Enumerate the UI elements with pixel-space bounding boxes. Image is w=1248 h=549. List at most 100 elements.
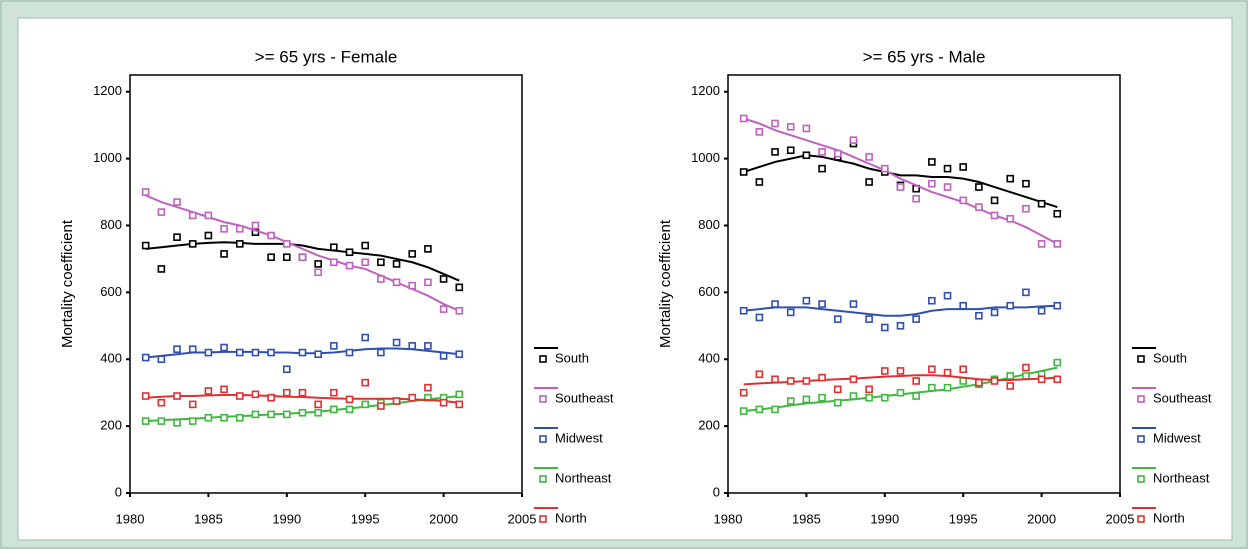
data-point xyxy=(849,136,858,145)
data-point xyxy=(392,338,401,347)
data-point xyxy=(220,225,228,233)
data-point xyxy=(865,315,873,323)
legend-marker xyxy=(539,355,547,363)
y-tick-label: 600 xyxy=(100,284,122,299)
data-point xyxy=(188,345,197,354)
data-point xyxy=(439,398,448,407)
legend-marker xyxy=(1137,395,1145,403)
data-point xyxy=(880,367,889,375)
data-point xyxy=(1053,240,1062,248)
data-point xyxy=(1053,375,1062,384)
data-point xyxy=(361,333,370,342)
x-tick-label: 2000 xyxy=(429,511,458,526)
data-point xyxy=(1022,288,1030,297)
y-tick-label: 800 xyxy=(100,217,122,232)
data-point xyxy=(188,400,197,409)
data-point xyxy=(267,253,275,262)
data-point xyxy=(928,365,936,374)
legend-marker xyxy=(1137,475,1145,483)
y-tick-label: 0 xyxy=(115,484,122,499)
data-point xyxy=(235,240,244,248)
legend-marker xyxy=(1137,515,1145,523)
x-tick-label: 2005 xyxy=(1106,511,1135,526)
data-point xyxy=(1053,358,1062,367)
data-point xyxy=(157,355,166,364)
data-point xyxy=(282,410,291,419)
legend-label: North xyxy=(1153,510,1185,525)
data-point xyxy=(1037,240,1046,248)
data-point xyxy=(959,163,968,171)
data-point xyxy=(849,392,858,400)
data-point xyxy=(141,241,150,250)
y-tick-label: 0 xyxy=(713,484,720,499)
data-point xyxy=(141,417,150,425)
data-point xyxy=(345,395,354,404)
data-point xyxy=(220,385,228,394)
data-point xyxy=(880,393,889,402)
data-point xyxy=(1006,174,1015,183)
data-point xyxy=(802,296,811,305)
data-point xyxy=(943,368,952,377)
x-tick-label: 1980 xyxy=(116,511,145,526)
data-point xyxy=(755,178,764,186)
data-point xyxy=(912,194,920,203)
data-point xyxy=(802,124,811,133)
legend-label: South xyxy=(555,350,589,365)
data-point xyxy=(439,352,448,360)
data-point xyxy=(455,283,464,292)
data-point xyxy=(959,196,968,205)
data-point xyxy=(959,377,968,385)
data-point xyxy=(345,261,354,270)
data-point xyxy=(1006,301,1015,310)
data-point xyxy=(141,392,150,400)
data-point xyxy=(943,183,952,191)
trend-line xyxy=(743,374,1058,386)
y-axis-label: Mortality coefficient xyxy=(657,219,674,348)
legend-label: Northeast xyxy=(1153,470,1210,485)
data-point xyxy=(298,348,307,357)
data-point xyxy=(424,342,432,350)
data-point xyxy=(377,275,385,283)
data-point xyxy=(1022,363,1030,372)
data-point xyxy=(896,367,905,375)
data-point xyxy=(455,390,464,399)
data-point xyxy=(392,278,401,287)
data-point xyxy=(251,390,260,399)
data-point xyxy=(1006,214,1015,223)
legend-marker xyxy=(1137,435,1145,443)
y-tick-label: 400 xyxy=(100,351,122,366)
data-point xyxy=(739,388,748,397)
y-tick-label: 200 xyxy=(698,418,720,433)
data-point xyxy=(439,275,448,283)
data-point xyxy=(392,260,401,268)
data-point xyxy=(739,168,748,176)
legend-label: South xyxy=(1153,350,1187,365)
data-point xyxy=(188,417,197,425)
chart-title: >= 65 yrs - Female xyxy=(255,47,398,66)
data-point xyxy=(330,405,338,414)
x-tick-label: 1990 xyxy=(870,511,899,526)
data-point xyxy=(896,388,905,397)
data-point xyxy=(157,398,166,407)
legend-marker xyxy=(539,515,547,523)
data-point xyxy=(251,221,260,230)
data-point xyxy=(990,377,999,385)
data-point xyxy=(267,393,275,402)
data-point xyxy=(959,301,968,310)
y-axis-label: Mortality coefficient xyxy=(59,219,76,348)
data-point xyxy=(1022,204,1030,213)
data-point xyxy=(173,392,181,400)
x-tick-label: 2000 xyxy=(1027,511,1056,526)
data-point xyxy=(330,258,338,267)
data-point xyxy=(943,164,952,173)
data-point xyxy=(1037,375,1046,384)
data-point xyxy=(188,211,197,220)
x-tick-label: 1995 xyxy=(351,511,380,526)
data-point xyxy=(833,315,842,323)
data-point xyxy=(818,373,826,382)
trend-line xyxy=(145,394,460,404)
legend-label: Southeast xyxy=(555,390,614,405)
x-tick-label: 1985 xyxy=(194,511,223,526)
